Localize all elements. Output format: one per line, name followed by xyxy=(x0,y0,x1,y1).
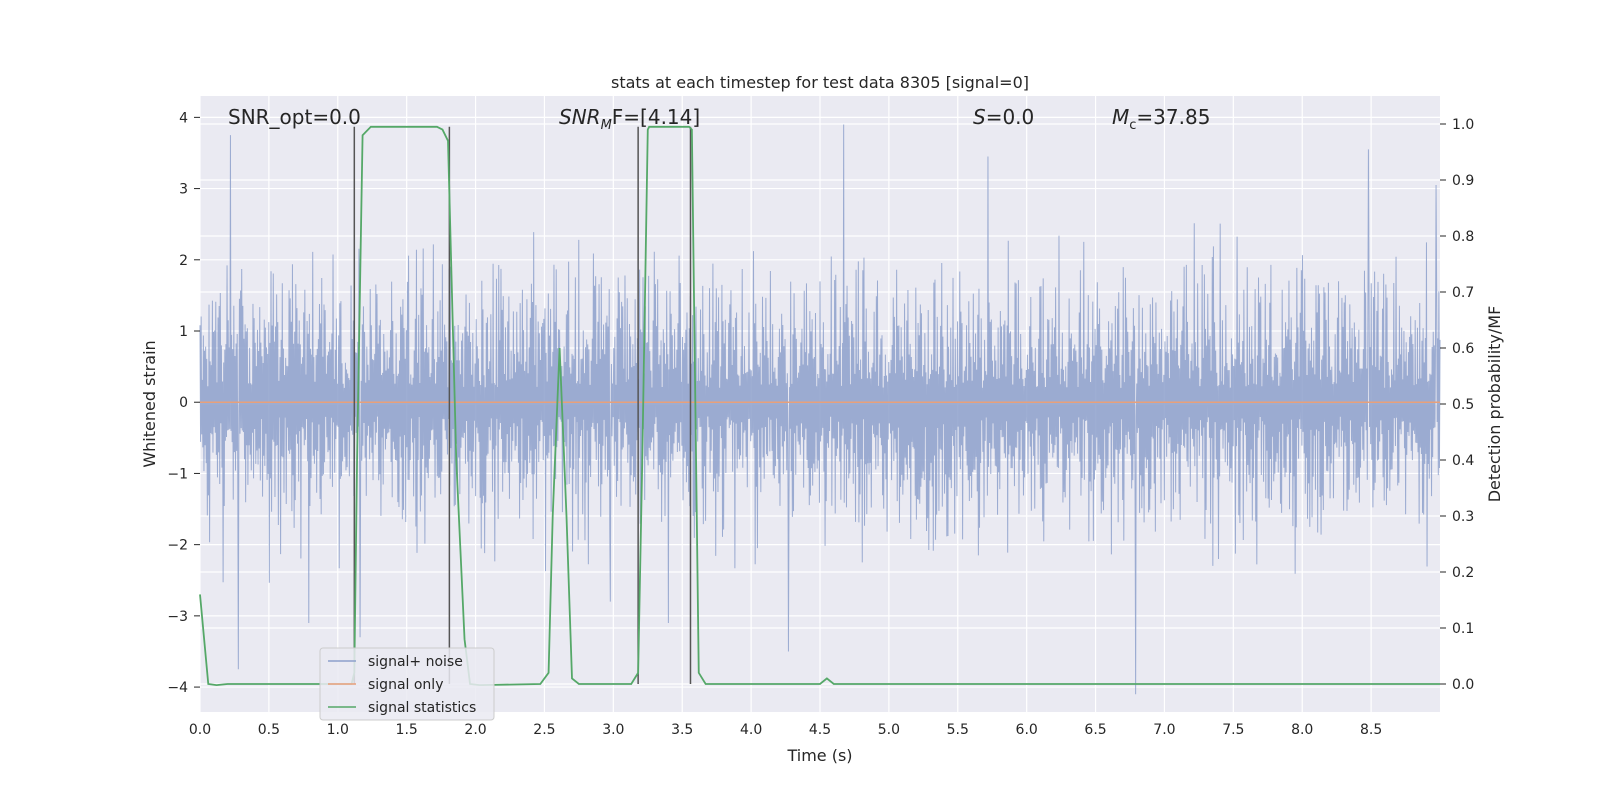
chart-title: stats at each timestep for test data 830… xyxy=(611,73,1029,92)
x-tick-label: 3.5 xyxy=(671,722,693,738)
y2-tick-label: 0.6 xyxy=(1452,341,1474,357)
ticks: 0.0 0.5 1.0 1.5 2.0 2.5 3.0 3.5 4.0 4.5 5.0 5.5 6.0 6… xyxy=(167,110,1474,738)
legend-box xyxy=(319,647,495,721)
y2-axis-label: Detection probability/MF xyxy=(1485,306,1504,503)
y2-tick-label: 1.0 xyxy=(1452,117,1474,133)
y-tick-label: −1 xyxy=(167,466,188,482)
x-tick-label: 1.0 xyxy=(327,722,349,738)
y2-tick-label: 0.7 xyxy=(1452,285,1474,301)
y-tick-label: −3 xyxy=(167,609,188,625)
y2-tick-label: 0.8 xyxy=(1452,229,1474,245)
x-axis-label: Time (s) xyxy=(786,746,852,765)
noise-line xyxy=(199,124,1441,695)
y2-tick-label: 0.0 xyxy=(1452,677,1474,693)
y2-tick-label: 0.2 xyxy=(1452,565,1474,581)
x-tick-label: 0.0 xyxy=(189,722,211,738)
x-tick-label: 3.0 xyxy=(602,722,624,738)
legend: signal+ noise signal only signal statist… xyxy=(319,647,495,721)
y2-tick-label: 0.5 xyxy=(1452,397,1474,413)
y-axis-label: Whitened strain xyxy=(140,340,159,467)
y-tick-label: 1 xyxy=(179,324,188,340)
y2-tick-label: 0.9 xyxy=(1452,173,1474,189)
legend-label-signal-statistics: signal statistics xyxy=(368,700,476,716)
vertical-markers xyxy=(353,126,692,684)
x-tick-label: 4.5 xyxy=(809,722,831,738)
x-tick-label: 0.5 xyxy=(258,722,280,738)
series-signal-plus-noise xyxy=(199,124,1441,695)
x-tick-label: 8.0 xyxy=(1291,722,1313,738)
annotation-snr-mf: SNRMF=[4.14] xyxy=(559,105,700,133)
annotation-s: S=0.0 xyxy=(973,105,1034,129)
x-tick-label: 6.0 xyxy=(1016,722,1038,738)
signal-statistics-line xyxy=(199,125,1440,687)
x-tick-label: 5.5 xyxy=(947,722,969,738)
x-tick-label: 1.5 xyxy=(396,722,418,738)
x-tick-label: 7.0 xyxy=(1153,722,1175,738)
x-tick-label: 2.0 xyxy=(464,722,486,738)
annotation-snr-opt: SNR_opt=0.0 xyxy=(228,105,361,129)
x-tick-label: 8.5 xyxy=(1360,722,1382,738)
legend-label-signal-only: signal only xyxy=(368,677,443,693)
x-tick-label: 5.0 xyxy=(878,722,900,738)
y-tick-label: 3 xyxy=(179,182,188,198)
x-tick-label: 4.0 xyxy=(740,722,762,738)
y2-tick-label: 0.1 xyxy=(1452,621,1474,637)
y-tick-label: −4 xyxy=(167,680,188,696)
legend-label-signal-plus-noise: signal+ noise xyxy=(368,654,463,670)
y-tick-label: 2 xyxy=(179,253,188,269)
series-signal-statistics xyxy=(199,125,1440,687)
x-tick-label: 2.5 xyxy=(533,722,555,738)
x-tick-label: 6.5 xyxy=(1084,722,1106,738)
y-tick-label: 4 xyxy=(179,110,188,126)
y2-tick-label: 0.3 xyxy=(1452,509,1474,525)
y-tick-label: 0 xyxy=(179,395,188,411)
y2-tick-label: 0.4 xyxy=(1452,453,1474,469)
annotation-mc: Mc=37.85 xyxy=(1112,105,1210,133)
y-tick-label: −2 xyxy=(167,538,188,554)
x-tick-label: 7.5 xyxy=(1222,722,1244,738)
